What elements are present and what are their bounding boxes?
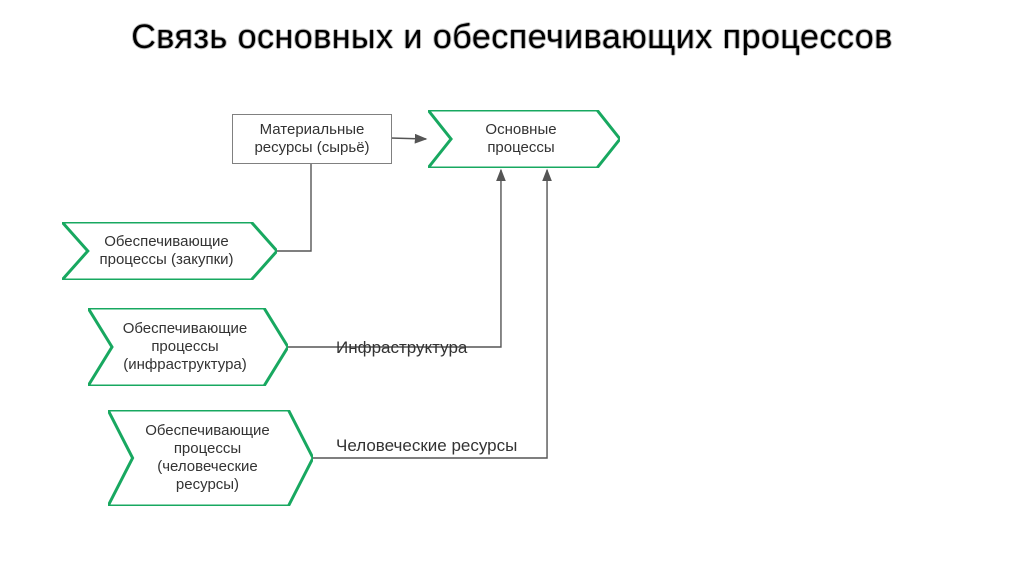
label-human-resources: Человеческие ресурсы: [336, 436, 517, 456]
label-infrastructure: Инфраструктура: [336, 338, 467, 358]
page-title: Связь основных и обеспечивающих процессо…: [0, 18, 1024, 57]
chevron-supporting-hr: Обеспечивающиепроцессы(человеческиересур…: [108, 410, 313, 506]
box-material-resources: Материальныересурсы (сырьё): [232, 114, 392, 164]
page-title-text: Связь основных и обеспечивающих процессо…: [131, 18, 893, 56]
chevron-supporting-infrastructure: Обеспечивающиепроцессы(инфраструктура): [88, 308, 288, 386]
chevron-hr-label: Обеспечивающиепроцессы(человеческиересур…: [108, 410, 313, 506]
chevron-infra-label: Обеспечивающиепроцессы(инфраструктура): [88, 308, 288, 386]
chevron-main-label: Основныепроцессы: [428, 110, 620, 168]
chevron-purchasing-label: Обеспечивающиепроцессы (закупки): [62, 222, 277, 280]
chevron-main-processes: Основныепроцессы: [428, 110, 620, 168]
diagram-canvas: Связь основных и обеспечивающих процессо…: [0, 0, 1024, 576]
box-material-label: Материальныересурсы (сырьё): [254, 121, 369, 157]
chevron-supporting-purchasing: Обеспечивающиепроцессы (закупки): [62, 222, 277, 280]
